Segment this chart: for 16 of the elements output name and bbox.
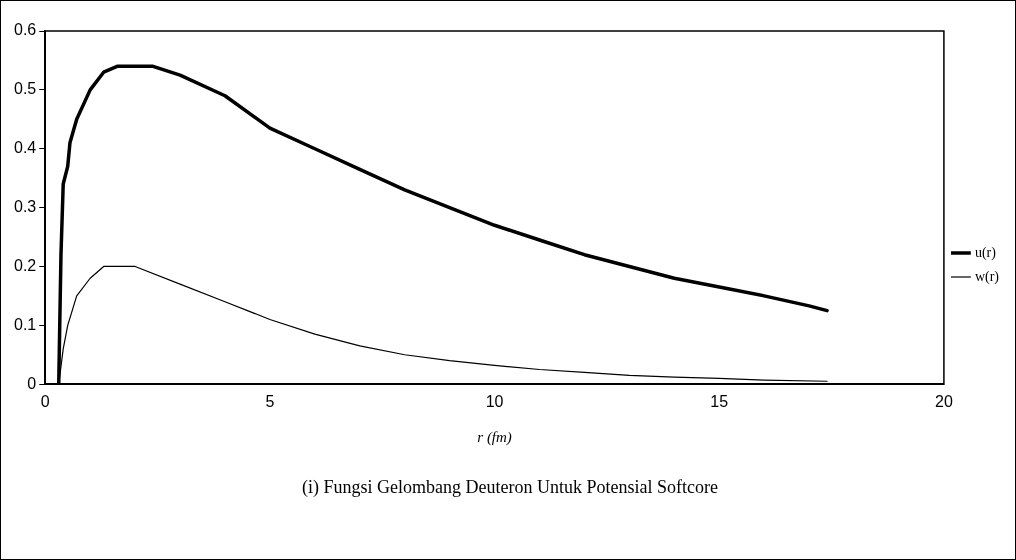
x-tick-label: 0	[40, 393, 50, 411]
x-axis-title: r (fm)	[477, 429, 512, 447]
y-tick-label: 0.6	[13, 21, 37, 39]
y-tick-label: 0.1	[13, 315, 37, 333]
y-tick-label: 0	[27, 374, 37, 392]
x-tick-label: 20	[935, 393, 953, 411]
y-tick-label: 0.5	[13, 80, 37, 98]
y-tick-label: 0.2	[13, 256, 37, 274]
x-tick-label: 5	[265, 393, 275, 411]
y-tick-label: 0.3	[13, 198, 37, 216]
y-tick-label: 0.4	[13, 139, 37, 157]
legend-label: u(r)	[974, 244, 997, 261]
legend-label: w(r)	[974, 268, 1000, 285]
text: (i) Fungsi Gelombang Deuteron Untuk Potensial Softcore	[302, 476, 718, 498]
x-tick-label: 15	[710, 393, 729, 411]
x-tick-label: 10	[485, 393, 504, 411]
